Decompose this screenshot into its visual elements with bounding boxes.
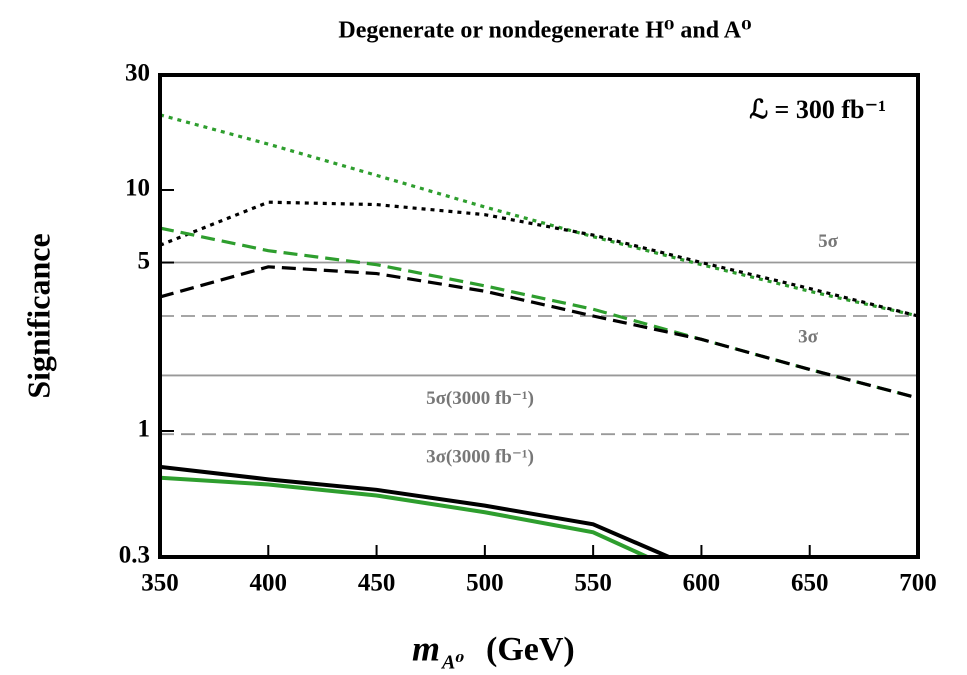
series-line: [160, 464, 670, 557]
x-label-subscript: A⁰: [440, 652, 464, 674]
x-label-unit: (GeV): [486, 631, 575, 668]
x-tick-label: 450: [358, 570, 396, 597]
y-tick-label: 1: [138, 416, 151, 443]
series-line: [160, 265, 918, 400]
x-tick-label: 650: [791, 570, 829, 597]
series-line: [160, 226, 918, 400]
x-label-symbol: m: [412, 628, 440, 668]
annotation: ℒ = 300 fb⁻¹: [749, 95, 886, 124]
reference-label: 3σ(3000 fb⁻¹): [426, 447, 534, 468]
y-axis-label: Significance: [20, 233, 56, 398]
plot-frame: [158, 73, 920, 559]
chart-title: Degenerate or nondegenerate H⁰ and A⁰: [338, 18, 751, 44]
reference-label: 5σ(3000 fb⁻¹): [426, 388, 534, 409]
series-lines: [160, 113, 918, 557]
y-tick-label: 10: [125, 175, 150, 202]
x-tick-label: 500: [466, 570, 504, 597]
reference-lines: 5σ 3σ 5σ(3000 fb⁻¹) 3σ(3000 fb⁻¹): [160, 231, 918, 468]
x-tick-label: 700: [899, 570, 937, 597]
x-tick-label: 400: [250, 570, 288, 597]
series-line: [160, 475, 649, 557]
y-tick-label: 5: [138, 247, 151, 274]
y-tick-label: 30: [125, 60, 150, 87]
x-tick-label: 600: [683, 570, 721, 597]
series-line: [160, 200, 918, 318]
reference-label: 5σ: [818, 231, 839, 252]
y-tick-label: 0.3: [119, 542, 150, 569]
x-tick-label: 550: [574, 570, 612, 597]
x-axis-label: m A⁰ (GeV): [412, 628, 575, 673]
x-tick-label: 350: [141, 570, 179, 597]
reference-label: 3σ: [798, 326, 819, 347]
